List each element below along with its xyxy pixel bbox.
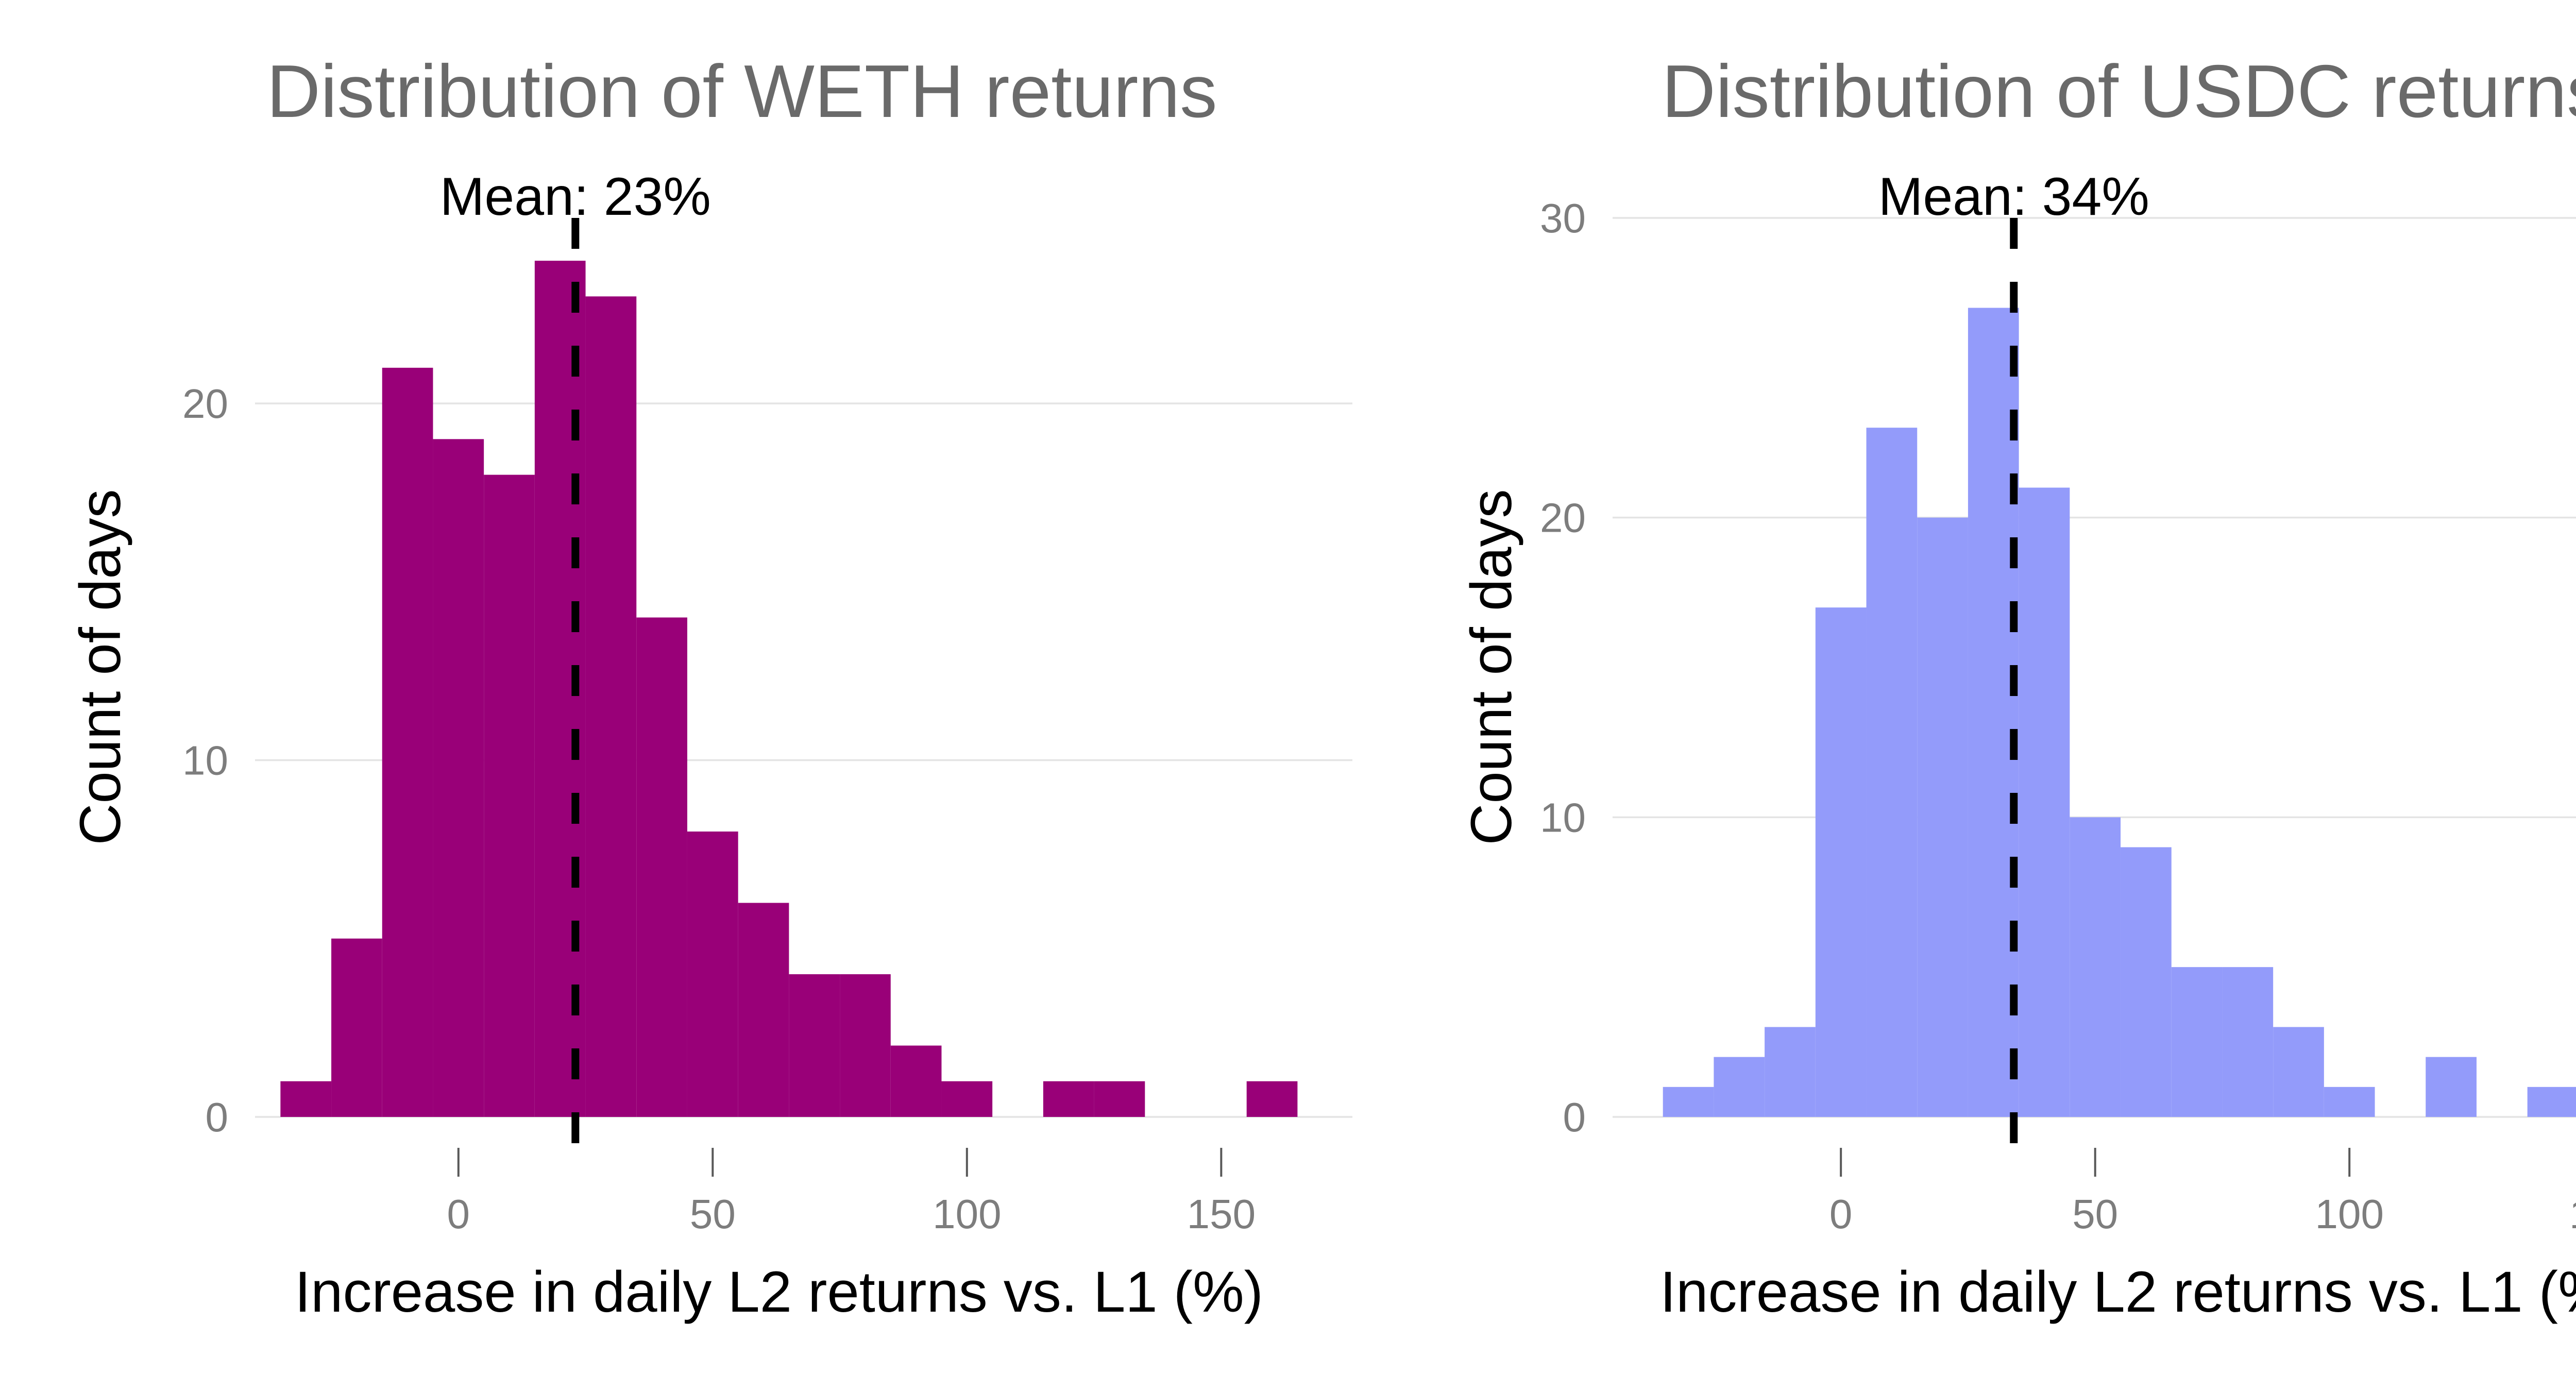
histogram-bar: [382, 367, 433, 1117]
histogram-bar: [585, 296, 637, 1117]
histogram-bar: [1246, 1081, 1298, 1117]
y-tick-label: 10: [182, 738, 228, 784]
x-tick-label: 100: [2315, 1191, 2383, 1237]
histogram-bar: [2121, 847, 2172, 1117]
histogram-bar: [484, 474, 535, 1117]
histogram-bar: [1094, 1081, 1145, 1117]
x-tick-label: 0: [1829, 1191, 1853, 1237]
y-tick-label: 10: [1540, 794, 1586, 840]
y-tick-label: 20: [1540, 495, 1586, 541]
histogram-bar: [2324, 1087, 2375, 1117]
histogram-bar: [636, 617, 687, 1117]
histogram-bar: [789, 974, 840, 1117]
histogram-bar: [433, 439, 484, 1117]
histogram-bar: [2171, 967, 2223, 1117]
usdc-histogram-panel: Distribution of USDC returns Count of da…: [1391, 0, 2576, 1391]
x-tick-label: 0: [447, 1191, 470, 1237]
weth-histogram-plot: 0 50 100 150 0 10 20: [182, 218, 1352, 1237]
histogram-bar: [2070, 817, 2121, 1117]
histogram-bar: [1815, 607, 1867, 1117]
histogram-bar: [2527, 1087, 2576, 1117]
y-tick-label: 0: [1563, 1094, 1586, 1140]
x-tick-label: 100: [933, 1191, 1001, 1237]
usdc-histogram-plot: 0 50 100 150 0 10 20 30: [1540, 195, 2576, 1237]
mean-annotation: Mean: 23%: [439, 167, 711, 227]
x-tick-label: 150: [2569, 1191, 2576, 1237]
chart-title: Distribution of USDC returns: [1662, 49, 2576, 133]
x-axis-title: Increase in daily L2 returns vs. L1 (%): [295, 1260, 1263, 1324]
chart-title: Distribution of WETH returns: [266, 49, 1217, 133]
y-tick-label: 30: [1540, 195, 1586, 241]
x-tick-label: 50: [690, 1191, 736, 1237]
mean-annotation: Mean: 34%: [1878, 167, 2149, 227]
histogram-bar: [2019, 487, 2070, 1117]
y-tick-label: 0: [206, 1094, 229, 1140]
histogram-bar: [2222, 967, 2274, 1117]
histogram-bar: [1043, 1081, 1094, 1117]
histogram-bar: [1917, 517, 1968, 1117]
histogram-bar: [2426, 1057, 2477, 1117]
histogram-bar: [1866, 428, 1918, 1117]
x-tick-label: 50: [2072, 1191, 2118, 1237]
histogram-bar: [280, 1081, 332, 1117]
x-tick-label: 150: [1187, 1191, 1256, 1237]
histogram-bar: [738, 903, 789, 1117]
histogram-bar: [890, 1045, 942, 1117]
histogram-bar: [1968, 308, 2019, 1117]
y-tick-label: 20: [182, 381, 228, 427]
histogram-bar: [1663, 1087, 1714, 1117]
histogram-bar: [840, 974, 891, 1117]
histogram-bar: [1714, 1057, 1765, 1117]
x-axis-title: Increase in daily L2 returns vs. L1 (%): [1660, 1260, 2576, 1324]
histogram-bar: [687, 832, 738, 1117]
histogram-bar: [941, 1081, 993, 1117]
histogram-bar: [1765, 1027, 1816, 1117]
histogram-bar: [331, 938, 382, 1117]
weth-histogram-panel: Distribution of WETH returns Count of da…: [68, 49, 1352, 1324]
histogram-bar: [2273, 1027, 2324, 1117]
